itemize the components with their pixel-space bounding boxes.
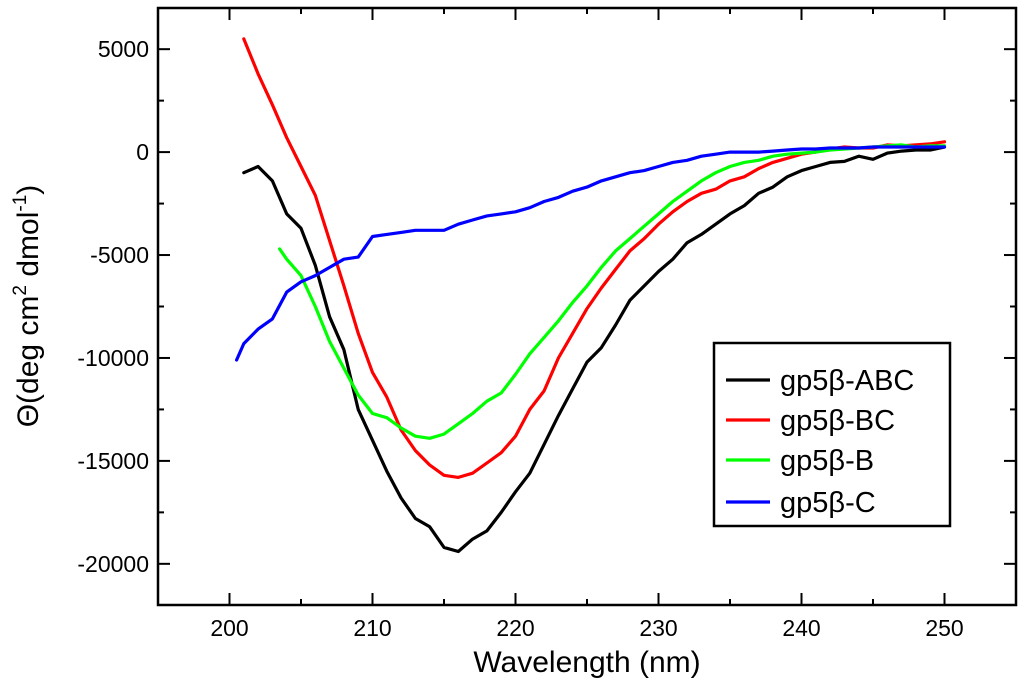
- series-line-1: [242, 145, 947, 554]
- legend-entries: gp5β-ABC gp5β-BC gp5β-B gp5β-C: [726, 365, 914, 519]
- x-tick-label: 200: [210, 615, 248, 641]
- x-tick-label: 250: [925, 615, 963, 641]
- series-line-3: [278, 143, 947, 440]
- x-axis-title: Wavelength (nm): [473, 646, 700, 679]
- y-axis-ticks: 5000 0 -5000 -10000 -15000 -20000: [77, 36, 1016, 577]
- legend-box: [712, 341, 952, 528]
- legend-label: gp5β-ABC: [780, 365, 914, 397]
- x-tick-label: 240: [782, 615, 820, 641]
- series-line-4: [235, 145, 947, 362]
- y-tick-label: -5000: [90, 242, 149, 268]
- y-axis-title-prefix: Θ(deg cm: [12, 296, 45, 428]
- y-tick-label: -10000: [77, 345, 149, 371]
- y-tick-label: 0: [136, 139, 149, 165]
- legend-label: gp5β-BC: [780, 405, 895, 437]
- x-tick-label: 230: [639, 615, 677, 641]
- y-axis-title-middle: dmol: [12, 212, 45, 285]
- y-axis-title: Θ(deg cm2 dmol-1): [10, 185, 45, 428]
- legend-label: gp5β-B: [780, 445, 874, 477]
- series-layer: [235, 37, 947, 554]
- legend-label: gp5β-C: [780, 487, 876, 519]
- y-tick-label: -15000: [77, 448, 149, 474]
- y-axis-title-suffix: ): [12, 185, 45, 195]
- x-tick-label: 220: [496, 615, 534, 641]
- x-axis-ticks: 200 210 220 230 240 250: [157, 8, 1017, 641]
- y-axis-title-sup1: 2: [10, 285, 31, 296]
- y-tick-label: -20000: [77, 551, 149, 577]
- y-axis-title-sup2: -1: [10, 195, 31, 212]
- x-tick-label: 210: [353, 615, 391, 641]
- legend: gp5β-ABC gp5β-BC gp5β-B gp5β-C: [712, 341, 952, 528]
- y-tick-label: 5000: [98, 36, 149, 62]
